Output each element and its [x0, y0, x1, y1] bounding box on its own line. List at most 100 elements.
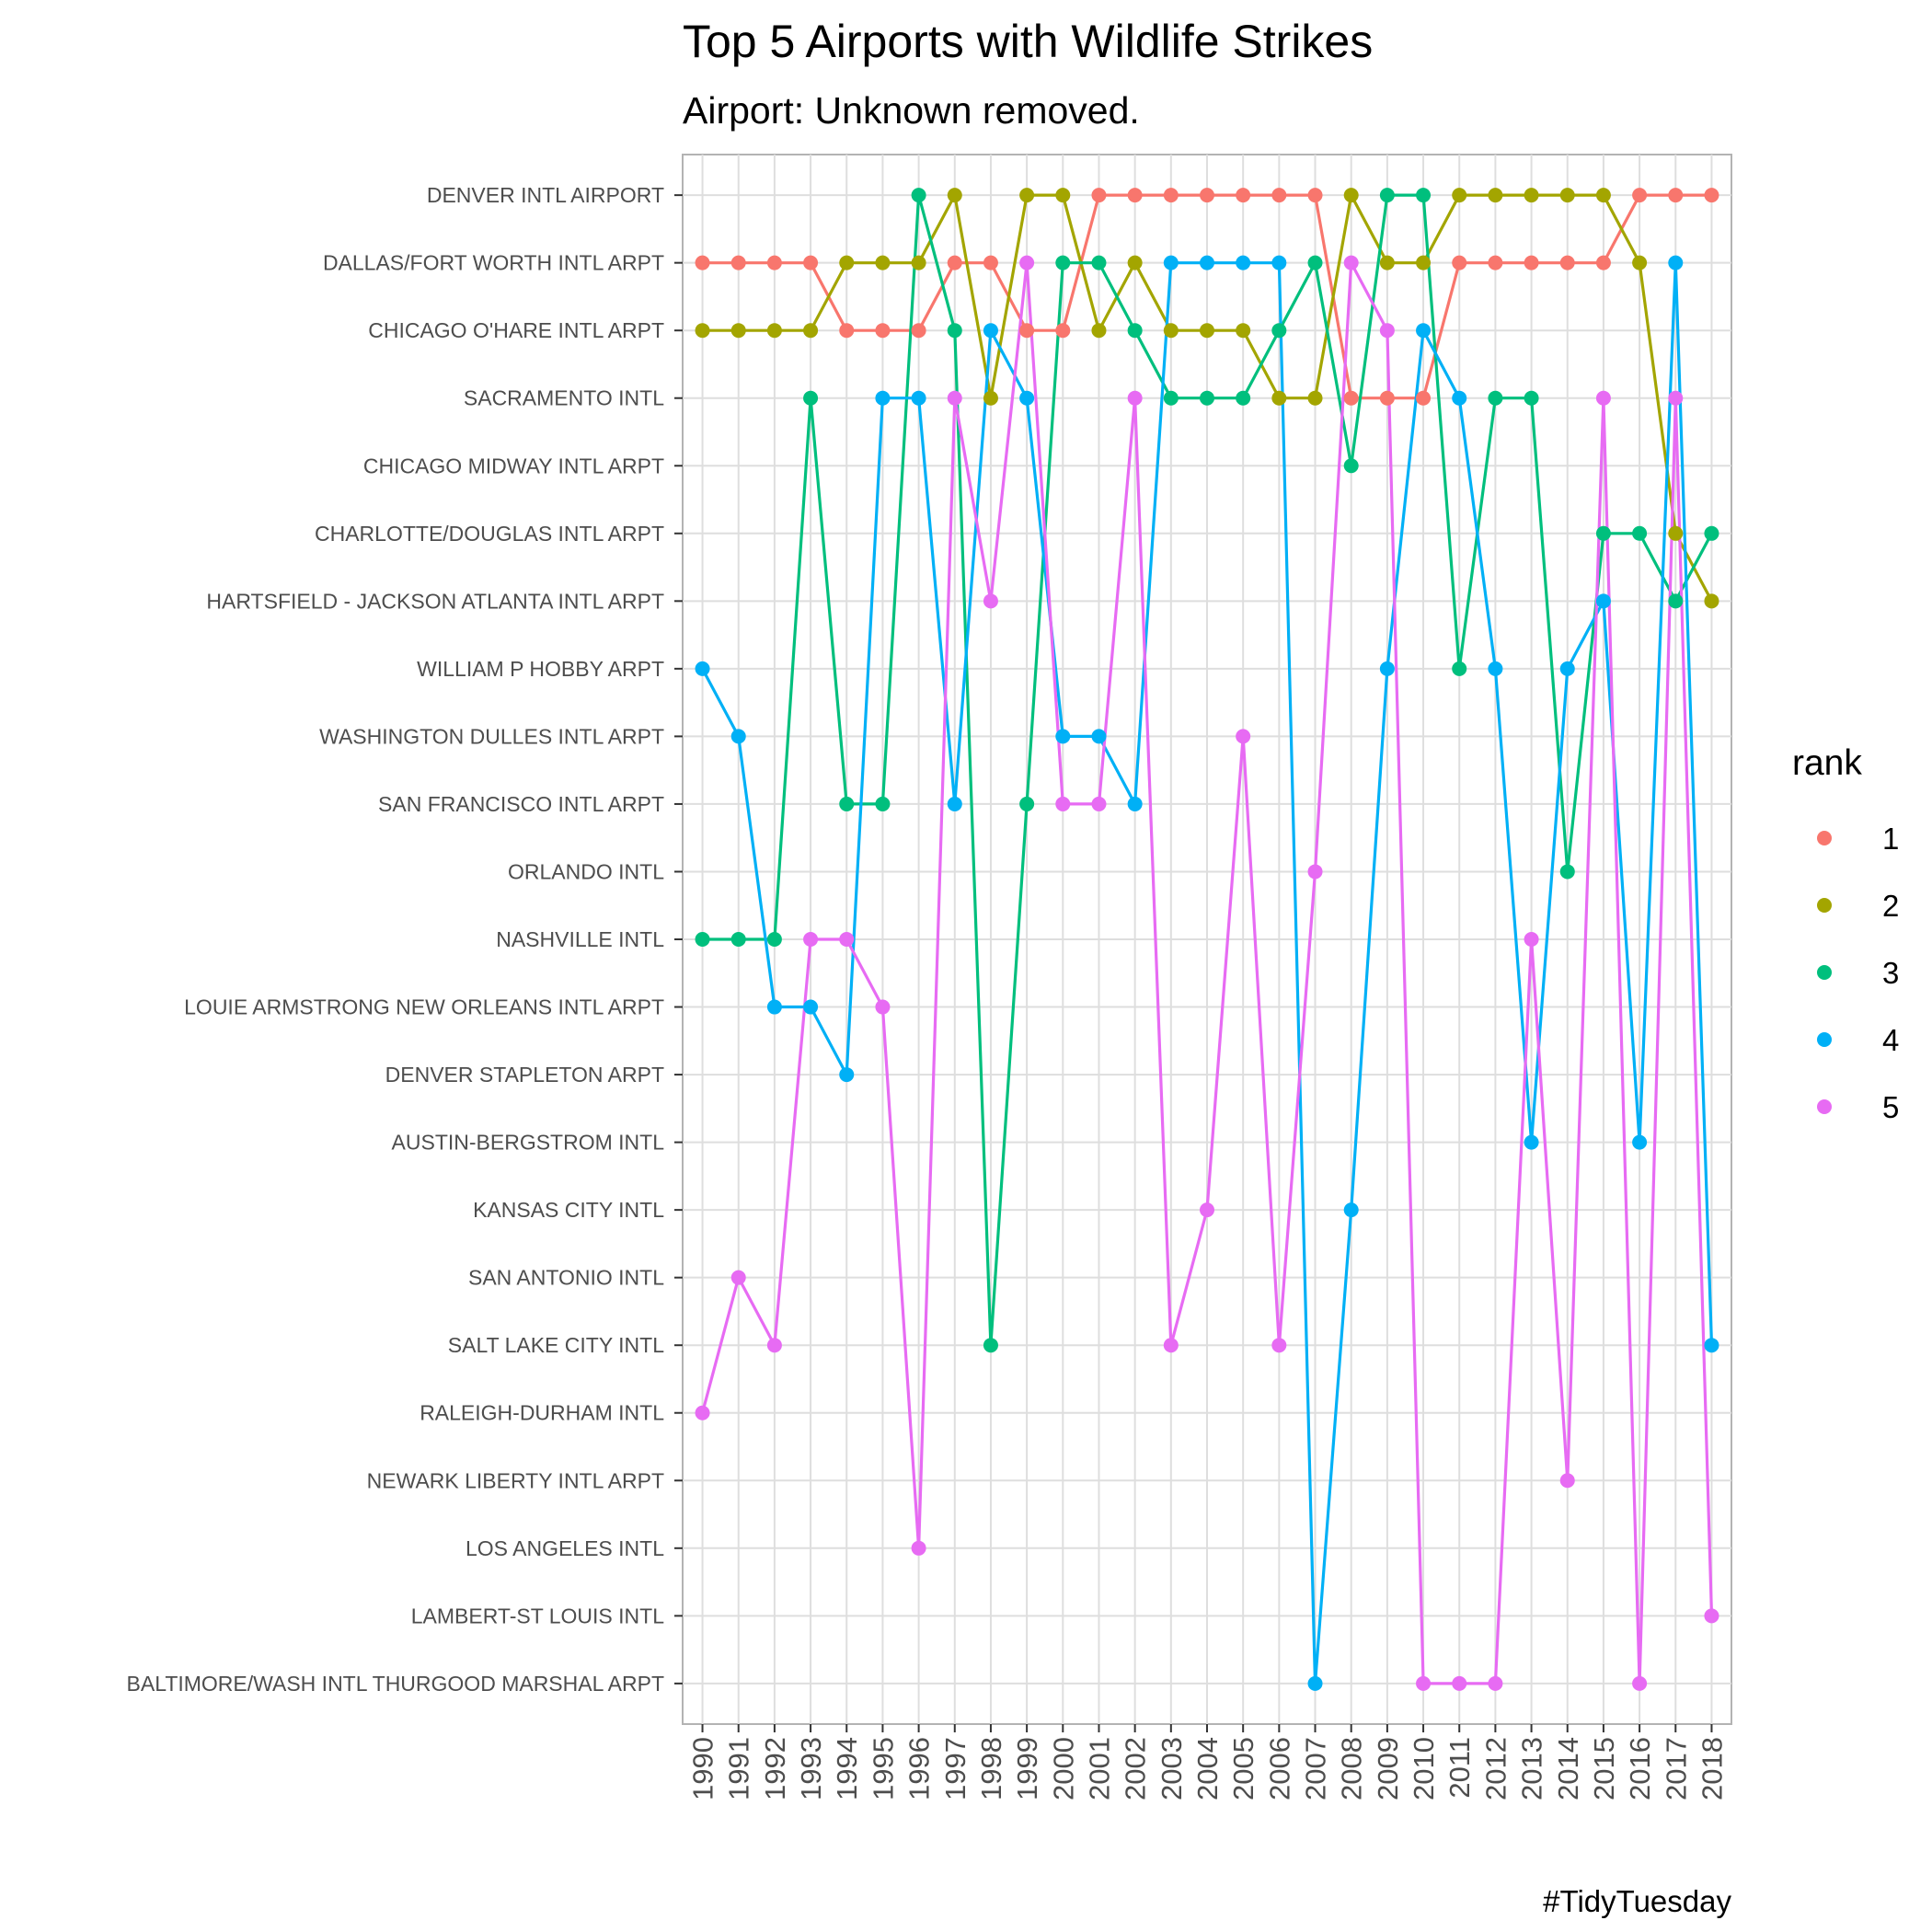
data-point-rank-5 [1488, 1675, 1503, 1691]
x-tick-label: 2009 [1372, 1737, 1404, 1800]
legend-title: rank [1792, 743, 1862, 783]
x-tick-label: 2014 [1552, 1737, 1584, 1800]
data-point-rank-5 [875, 999, 891, 1015]
y-tick-label: NEWARK LIBERTY INTL ARPT [367, 1468, 664, 1492]
data-point-rank-5 [1668, 390, 1684, 406]
data-point-rank-1 [1091, 188, 1107, 203]
data-point-rank-5 [911, 1540, 926, 1556]
data-point-rank-3 [1163, 390, 1179, 406]
data-point-rank-5 [695, 1405, 710, 1420]
data-point-rank-5 [766, 1338, 782, 1353]
data-point-rank-3 [803, 390, 819, 406]
data-point-rank-2 [1524, 188, 1539, 203]
data-point-rank-5 [983, 593, 998, 609]
y-tick-label: HARTSFIELD - JACKSON ATLANTA INTL ARPT [206, 589, 664, 613]
data-point-rank-4 [1163, 255, 1179, 270]
data-point-rank-2 [983, 390, 998, 406]
data-point-rank-5 [730, 1270, 746, 1285]
x-tick-label: 2004 [1191, 1737, 1224, 1800]
data-point-rank-5 [1416, 1675, 1432, 1691]
data-point-rank-2 [1271, 390, 1287, 406]
data-point-rank-2 [875, 255, 891, 270]
data-point-rank-4 [1127, 796, 1143, 811]
data-point-rank-4 [875, 390, 891, 406]
data-point-rank-2 [1488, 188, 1503, 203]
data-point-rank-2 [1668, 525, 1684, 541]
data-point-rank-4 [1595, 593, 1611, 609]
data-point-rank-1 [1416, 390, 1432, 406]
data-point-rank-1 [1488, 255, 1503, 270]
data-point-rank-3 [1704, 525, 1719, 541]
x-tick-label: 2005 [1227, 1737, 1259, 1800]
y-tick-label: WILLIAM P HOBBY ARPT [417, 657, 664, 681]
data-point-rank-2 [1091, 323, 1107, 339]
legend-label-rank-2: 2 [1882, 889, 1899, 923]
data-point-rank-4 [1271, 255, 1287, 270]
data-point-rank-5 [1019, 255, 1035, 270]
data-point-rank-5 [1163, 1338, 1179, 1353]
data-point-rank-4 [1236, 255, 1251, 270]
y-tick-label: KANSAS CITY INTL [473, 1198, 664, 1222]
data-point-rank-3 [1524, 390, 1539, 406]
data-point-rank-1 [1271, 188, 1287, 203]
y-tick-label: BALTIMORE/WASH INTL THURGOOD MARSHAL ARP… [127, 1672, 664, 1696]
data-point-rank-4 [1416, 323, 1432, 339]
data-point-rank-1 [1632, 188, 1648, 203]
legend-label-rank-3: 3 [1882, 956, 1899, 990]
data-point-rank-4 [803, 999, 819, 1015]
data-point-rank-5 [1452, 1675, 1467, 1691]
data-point-rank-5 [1307, 864, 1323, 880]
x-tick-label: 2016 [1624, 1737, 1656, 1800]
data-point-rank-5 [839, 932, 855, 947]
data-point-rank-3 [1343, 458, 1359, 474]
data-point-rank-2 [1379, 255, 1395, 270]
data-point-rank-5 [1343, 255, 1359, 270]
x-tick-label: 1996 [903, 1737, 936, 1800]
data-point-rank-5 [947, 390, 962, 406]
data-point-rank-2 [1559, 188, 1575, 203]
data-point-rank-5 [1632, 1675, 1648, 1691]
data-point-rank-4 [1524, 1134, 1539, 1150]
data-point-rank-3 [1127, 323, 1143, 339]
data-point-rank-2 [911, 255, 926, 270]
y-tick-label: WASHINGTON DULLES INTL ARPT [319, 724, 664, 748]
x-tick-label: 2001 [1083, 1737, 1115, 1800]
data-point-rank-2 [1704, 593, 1719, 609]
x-tick-label: 2010 [1408, 1737, 1440, 1800]
legend-key-rank-4 [1817, 1032, 1832, 1047]
data-point-rank-4 [839, 1067, 855, 1083]
data-point-rank-1 [1668, 188, 1684, 203]
x-tick-label: 1991 [723, 1737, 755, 1800]
data-point-rank-2 [1019, 188, 1035, 203]
data-point-rank-3 [766, 932, 782, 947]
y-tick-label: LAMBERT-ST LOUIS INTL [411, 1604, 664, 1627]
data-point-rank-3 [1236, 390, 1251, 406]
data-point-rank-1 [803, 255, 819, 270]
data-point-rank-5 [1091, 796, 1107, 811]
data-point-rank-1 [1163, 188, 1179, 203]
x-tick-label: 2007 [1300, 1737, 1332, 1800]
data-point-rank-5 [1595, 390, 1611, 406]
x-tick-label: 2015 [1588, 1737, 1620, 1800]
x-tick-label: 1994 [831, 1737, 863, 1800]
y-axis: DENVER INTL AIRPORT DALLAS/FORT WORTH INT… [127, 183, 683, 1696]
data-point-rank-3 [1379, 188, 1395, 203]
legend-key-rank-2 [1817, 898, 1832, 913]
y-tick-label: DENVER STAPLETON ARPT [385, 1063, 664, 1087]
x-tick-label: 2008 [1336, 1737, 1368, 1800]
data-point-rank-1 [1524, 255, 1539, 270]
data-point-rank-3 [1055, 255, 1071, 270]
data-point-rank-3 [1307, 255, 1323, 270]
x-tick-label: 2002 [1120, 1737, 1152, 1800]
data-point-rank-4 [1091, 729, 1107, 744]
legend-key-rank-5 [1817, 1099, 1832, 1114]
data-point-rank-1 [1236, 188, 1251, 203]
x-tick-label: 1999 [1011, 1737, 1043, 1800]
data-point-rank-3 [730, 932, 746, 947]
y-tick-label: CHARLOTTE/DOUGLAS INTL ARPT [315, 522, 664, 546]
y-tick-label: CHICAGO MIDWAY INTL ARPT [363, 454, 664, 477]
caption: #TidyTuesday [1543, 1884, 1731, 1918]
data-point-rank-3 [1668, 593, 1684, 609]
series-group [695, 188, 1719, 1691]
data-point-rank-5 [803, 932, 819, 947]
